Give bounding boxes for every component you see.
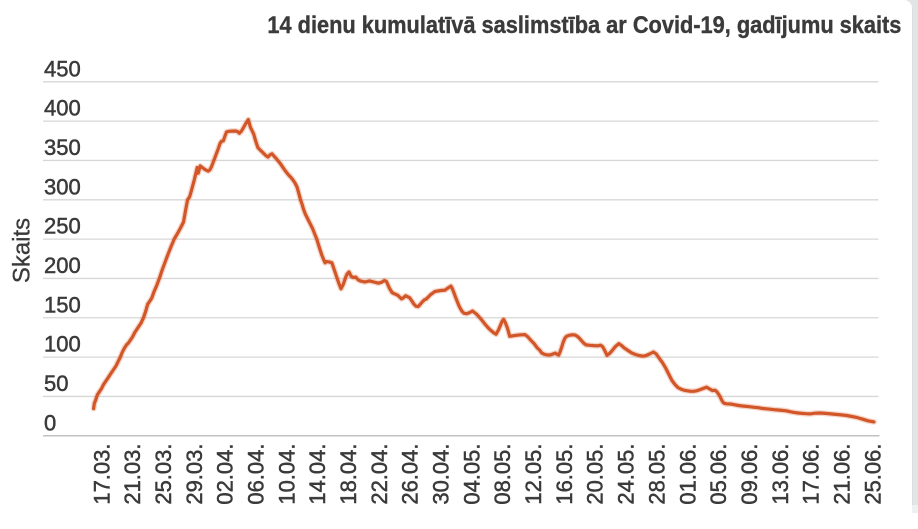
svg-text:08.05.: 08.05. (490, 444, 515, 505)
svg-text:300: 300 (44, 174, 81, 199)
svg-text:24.05.: 24.05. (614, 444, 639, 505)
svg-text:29.03.: 29.03. (182, 444, 207, 505)
svg-text:0: 0 (44, 410, 56, 435)
svg-text:200: 200 (44, 253, 81, 278)
svg-text:100: 100 (44, 332, 81, 357)
svg-text:28.05.: 28.05. (644, 444, 669, 505)
svg-text:21.06.: 21.06. (829, 444, 854, 505)
svg-text:09.06.: 09.06. (737, 444, 762, 505)
svg-text:26.04.: 26.04. (398, 444, 423, 505)
svg-text:04.05.: 04.05. (459, 444, 484, 505)
svg-text:30.04.: 30.04. (429, 444, 454, 505)
svg-text:25.03.: 25.03. (151, 444, 176, 505)
svg-text:16.05.: 16.05. (552, 444, 577, 505)
svg-text:14.04.: 14.04. (305, 444, 330, 505)
svg-text:13.06.: 13.06. (768, 444, 793, 505)
svg-text:18.04.: 18.04. (336, 444, 361, 505)
svg-text:17.03.: 17.03. (89, 444, 114, 505)
svg-text:02.04.: 02.04. (213, 444, 238, 505)
svg-text:06.04.: 06.04. (244, 444, 269, 505)
svg-text:250: 250 (44, 214, 81, 239)
svg-text:12.05.: 12.05. (521, 444, 546, 505)
svg-text:14 dienu kumulatīvā saslimstīb: 14 dienu kumulatīvā saslimstība ar Covid… (267, 12, 901, 39)
svg-text:17.06.: 17.06. (799, 444, 824, 505)
svg-text:450: 450 (44, 56, 81, 81)
svg-text:22.04.: 22.04. (367, 444, 392, 505)
svg-text:25.06.: 25.06. (860, 444, 885, 505)
svg-text:20.05.: 20.05. (583, 444, 608, 505)
svg-text:Skaits: Skaits (8, 218, 35, 283)
svg-text:21.03.: 21.03. (120, 444, 145, 505)
svg-text:50: 50 (44, 371, 68, 396)
svg-text:10.04.: 10.04. (274, 444, 299, 505)
svg-text:150: 150 (44, 292, 81, 317)
svg-text:01.06.: 01.06. (675, 444, 700, 505)
svg-text:350: 350 (44, 135, 81, 160)
svg-text:05.06.: 05.06. (706, 444, 731, 505)
svg-text:400: 400 (44, 96, 81, 121)
